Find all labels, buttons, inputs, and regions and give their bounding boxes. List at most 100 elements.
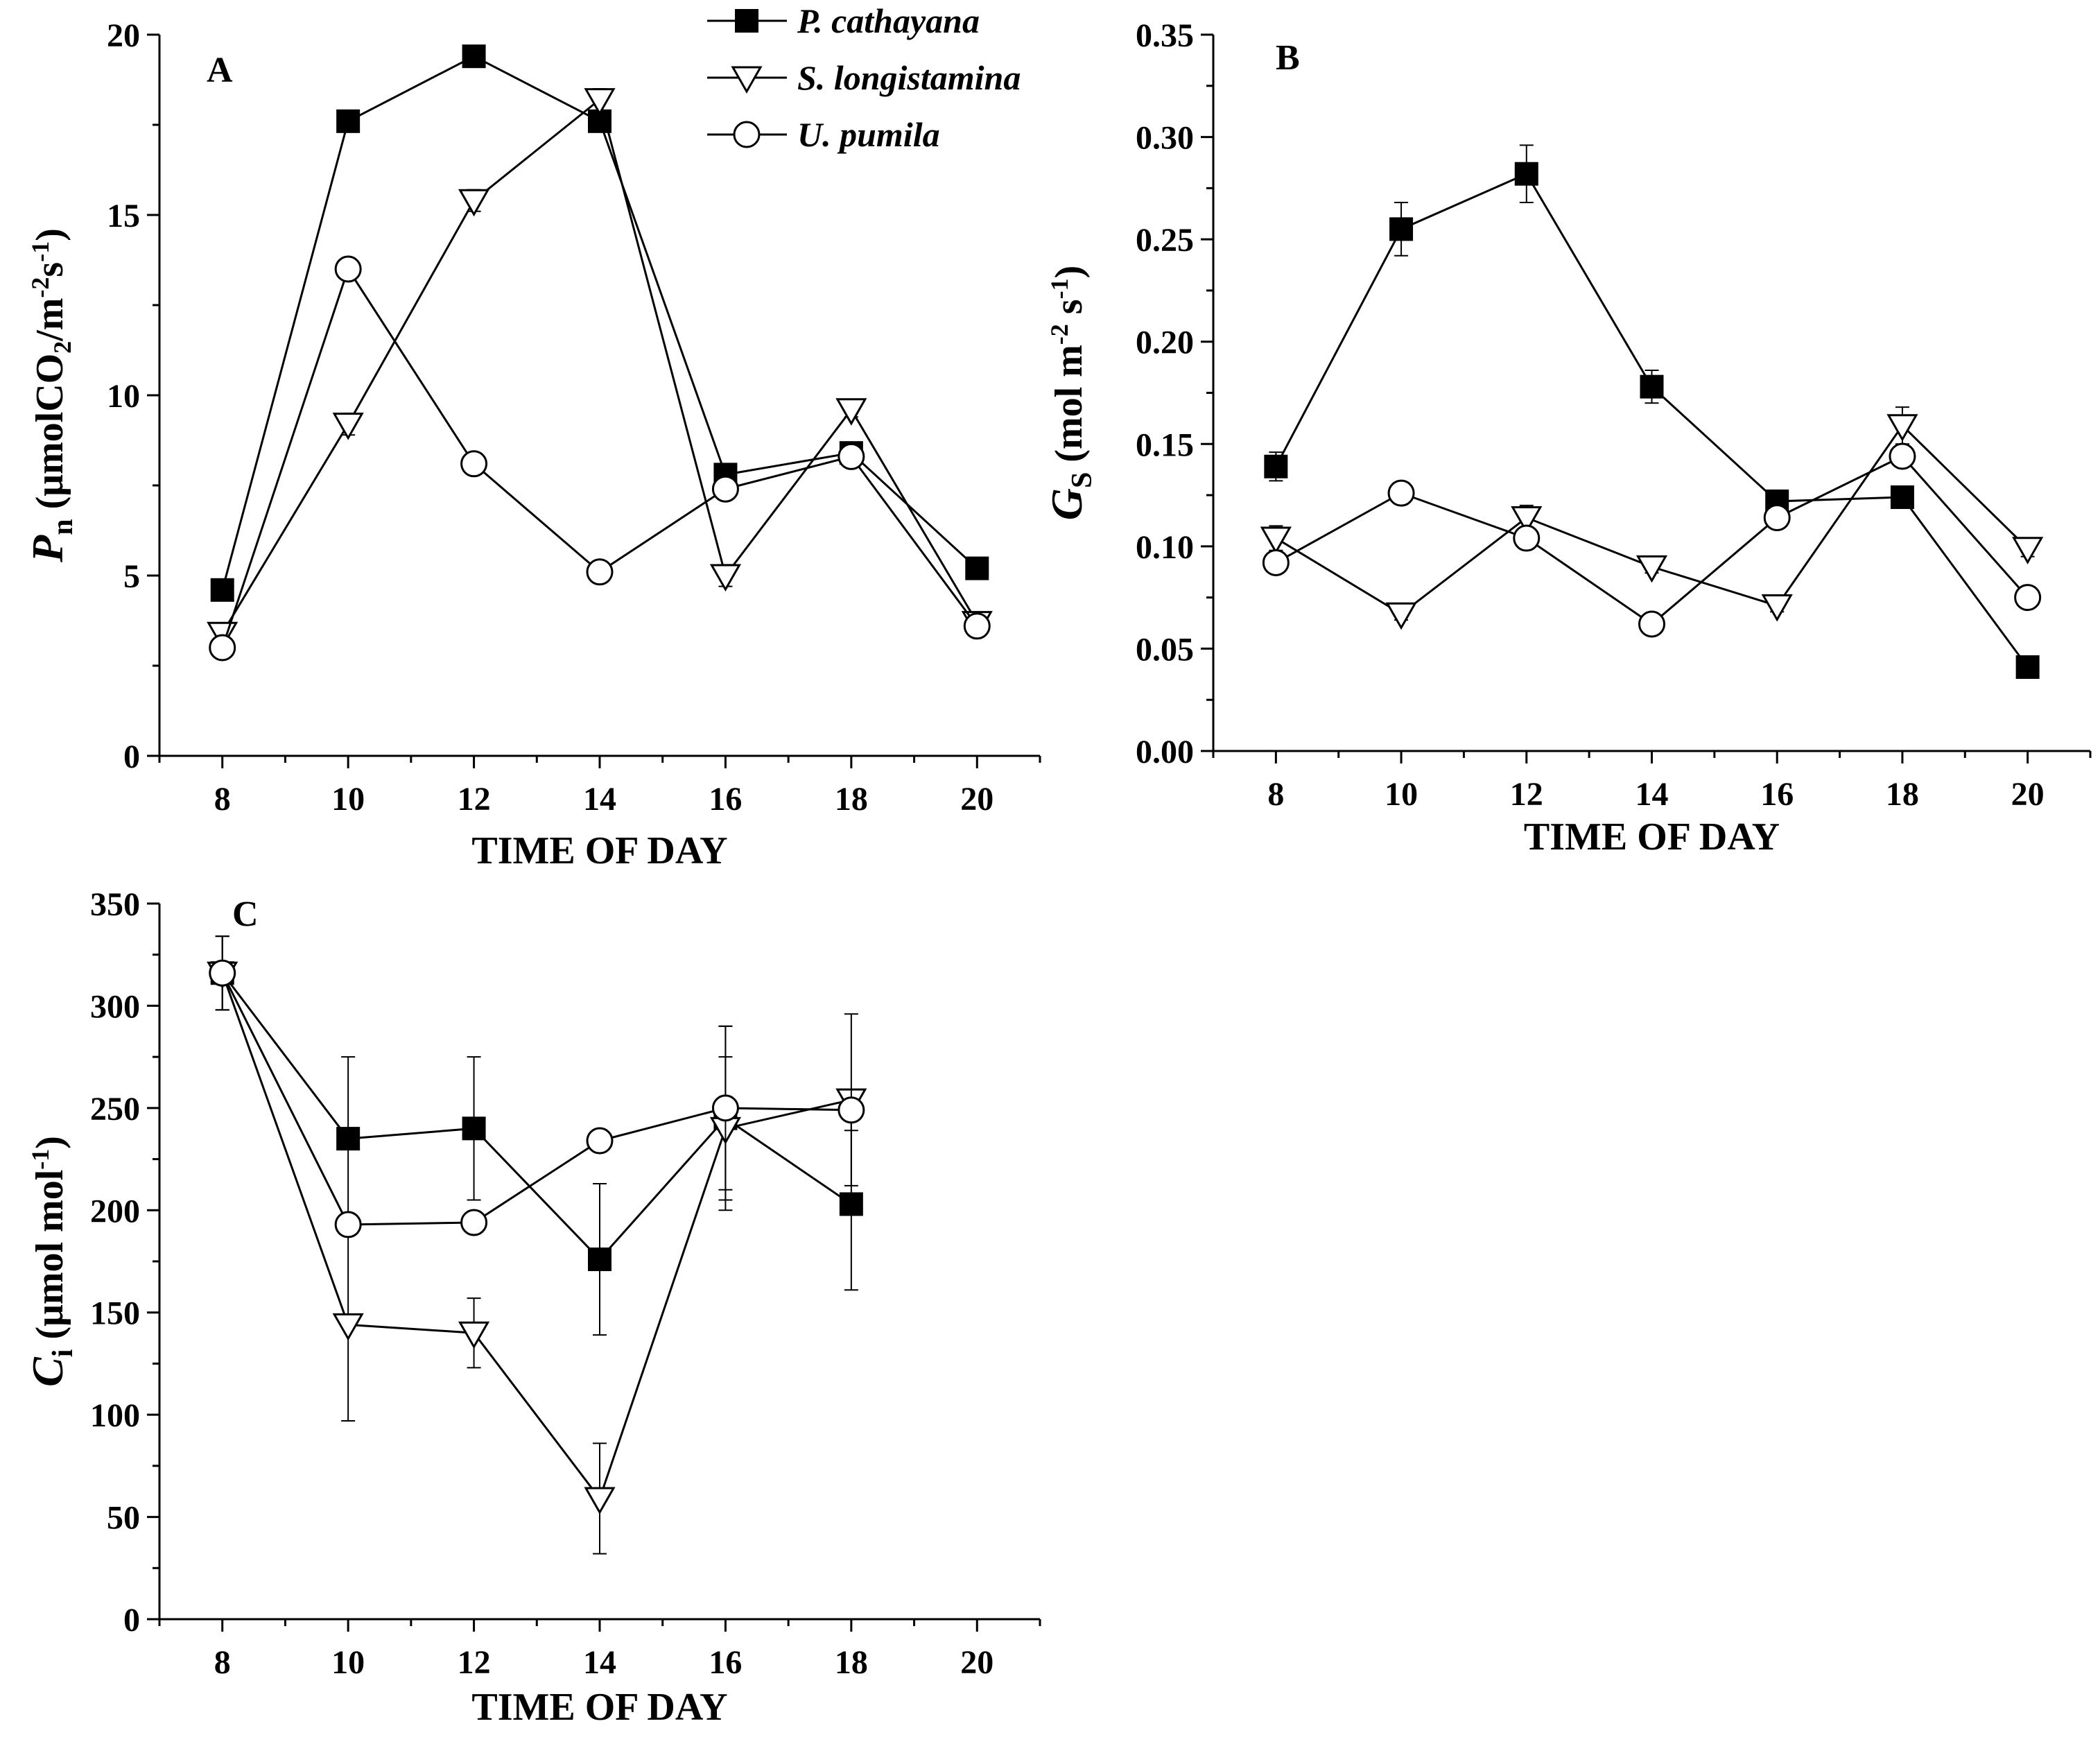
x-tick-label: 10 <box>1385 776 1418 813</box>
data-point-p-cathayana <box>1640 374 1664 399</box>
y-tick-label: 20 <box>107 17 140 54</box>
x-tick-label: 20 <box>960 1644 993 1681</box>
y-axis-title-part: 2 <box>49 341 76 354</box>
data-point-p-cathayana <box>462 1116 486 1141</box>
data-point-u-pumila <box>334 255 362 283</box>
y-axis-title-part: S <box>1066 472 1098 488</box>
x-tick-label: 18 <box>1886 776 1919 813</box>
panel-a: 8 10 12 14 16 18 20 0 5 10 15 20 TIME OF DAY Pn (μmol… <box>23 17 1041 872</box>
x-tick-label: 14 <box>583 1644 616 1681</box>
data-point-u-pumila <box>586 1127 614 1155</box>
y-axis-title: GS (mol m-2 s-1) <box>1042 266 1098 521</box>
data-point-u-pumila <box>711 1094 739 1122</box>
data-point-s-longistamina <box>2012 537 2044 564</box>
data-point-p-cathayana <box>210 578 234 602</box>
series-line-s-longistamina <box>221 972 852 1501</box>
y-axis-title-part: ) <box>28 228 71 241</box>
panel-b: 8 10 12 14 16 18 20 0.00 0.05 0.10 0.15 0.20 0.25 0.3… <box>1042 17 2092 858</box>
y-axis-title: Pn (μmolCO2/m-2s-1) <box>23 228 79 563</box>
panel-letter: C <box>232 895 259 934</box>
y-tick-label: 200 <box>90 1193 140 1229</box>
y-tick-label: 50 <box>107 1500 140 1537</box>
series-line-u-pumila <box>221 972 851 1226</box>
x-axis-title: TIME OF DAY <box>1524 815 1780 858</box>
y-tick-label: 0 <box>123 739 140 775</box>
series-line-u-pumila <box>1275 455 2029 625</box>
legend-label-u-pumila: U. pumila <box>797 115 940 154</box>
y-tick-label: 100 <box>90 1397 140 1434</box>
y-tick-label: 0.35 <box>1136 17 1194 54</box>
data-point-s-longistamina <box>458 1321 490 1349</box>
x-tick-label: 14 <box>583 781 616 818</box>
data-point-p-cathayana <box>1389 217 1414 241</box>
y-tick-label: 0 <box>123 1602 140 1639</box>
x-tick-label: 10 <box>331 781 365 818</box>
data-point-p-cathayana <box>839 1192 863 1216</box>
data-point-p-cathayana <box>1890 485 1914 510</box>
data-point-u-pumila <box>1387 479 1415 507</box>
y-tick-label: 5 <box>123 558 140 595</box>
y-axis-title-part: C <box>23 1356 72 1387</box>
data-point-u-pumila <box>1889 442 1916 470</box>
data-point-u-pumila <box>460 450 488 478</box>
x-tick-label: 8 <box>214 1644 231 1681</box>
data-point-u-pumila <box>334 1211 362 1238</box>
data-point-u-pumila <box>838 442 865 470</box>
data-point-s-longistamina <box>709 564 742 592</box>
data-point-s-longistamina <box>332 1313 364 1341</box>
y-axis-title-part: -1 <box>1045 278 1073 299</box>
data-point-p-cathayana <box>1514 162 1538 186</box>
x-tick-label: 18 <box>835 781 868 818</box>
data-point-u-pumila <box>1638 610 1665 638</box>
legend: P. cathayana S. longistamina U. pumila <box>707 1 1021 154</box>
x-tick-label: 12 <box>458 1644 491 1681</box>
data-point-u-pumila <box>209 959 236 987</box>
x-tick-label: 14 <box>1635 776 1669 813</box>
data-point-s-longistamina <box>835 398 867 426</box>
legend-marker-p-cathayana <box>735 9 758 33</box>
data-point-p-cathayana <box>588 1247 611 1272</box>
y-tick-label: 0.00 <box>1136 734 1194 770</box>
y-tick-label: 250 <box>90 1091 140 1128</box>
y-tick-label: 10 <box>107 378 140 415</box>
y-axis-title-part: (μmol mol <box>28 1170 71 1349</box>
y-axis-title: Ci (μmol mol-1) <box>23 1136 79 1387</box>
y-tick-label: 0.15 <box>1136 426 1194 463</box>
panel-letter: A <box>207 51 233 90</box>
x-tick-label: 20 <box>960 781 993 818</box>
data-point-p-cathayana <box>965 556 989 580</box>
data-point-s-longistamina <box>332 413 364 440</box>
data-point-s-longistamina <box>1260 526 1292 555</box>
y-axis-title-part: /m <box>28 298 71 342</box>
legend-marker-u-pumila <box>733 121 761 148</box>
x-tick-label: 12 <box>1510 776 1543 813</box>
legend-label-p-cathayana: P. cathayana <box>797 1 980 40</box>
series-line-p-cathayana <box>1275 172 2029 668</box>
data-point-s-longistamina <box>1635 555 1668 583</box>
data-point-u-pumila <box>711 475 739 503</box>
legend-label-s-longistamina: S. longistamina <box>797 58 1021 97</box>
data-point-p-cathayana <box>336 109 361 133</box>
y-axis-title-part: P <box>23 535 72 563</box>
y-axis-title-part: -2 <box>26 277 54 298</box>
data-point-u-pumila <box>963 612 991 640</box>
data-point-s-longistamina <box>1385 602 1417 630</box>
data-point-u-pumila <box>586 558 614 586</box>
data-point-s-longistamina <box>1886 414 1918 442</box>
y-tick-label: 0.25 <box>1136 222 1194 259</box>
y-axis-title-part: -1 <box>26 241 54 262</box>
x-tick-label: 8 <box>214 781 231 818</box>
data-point-u-pumila <box>2014 584 2042 612</box>
data-point-s-longistamina <box>458 189 490 217</box>
x-tick-label: 10 <box>331 1644 365 1681</box>
x-tick-label: 16 <box>709 781 742 818</box>
x-axis-title: TIME OF DAY <box>471 1686 727 1729</box>
y-tick-label: 300 <box>90 988 140 1025</box>
data-point-p-cathayana <box>336 1127 361 1151</box>
y-axis-title-part: G <box>1042 488 1091 520</box>
data-point-u-pumila <box>1763 504 1791 532</box>
series-line-s-longistamina <box>221 97 978 634</box>
x-tick-label: 18 <box>835 1644 868 1681</box>
